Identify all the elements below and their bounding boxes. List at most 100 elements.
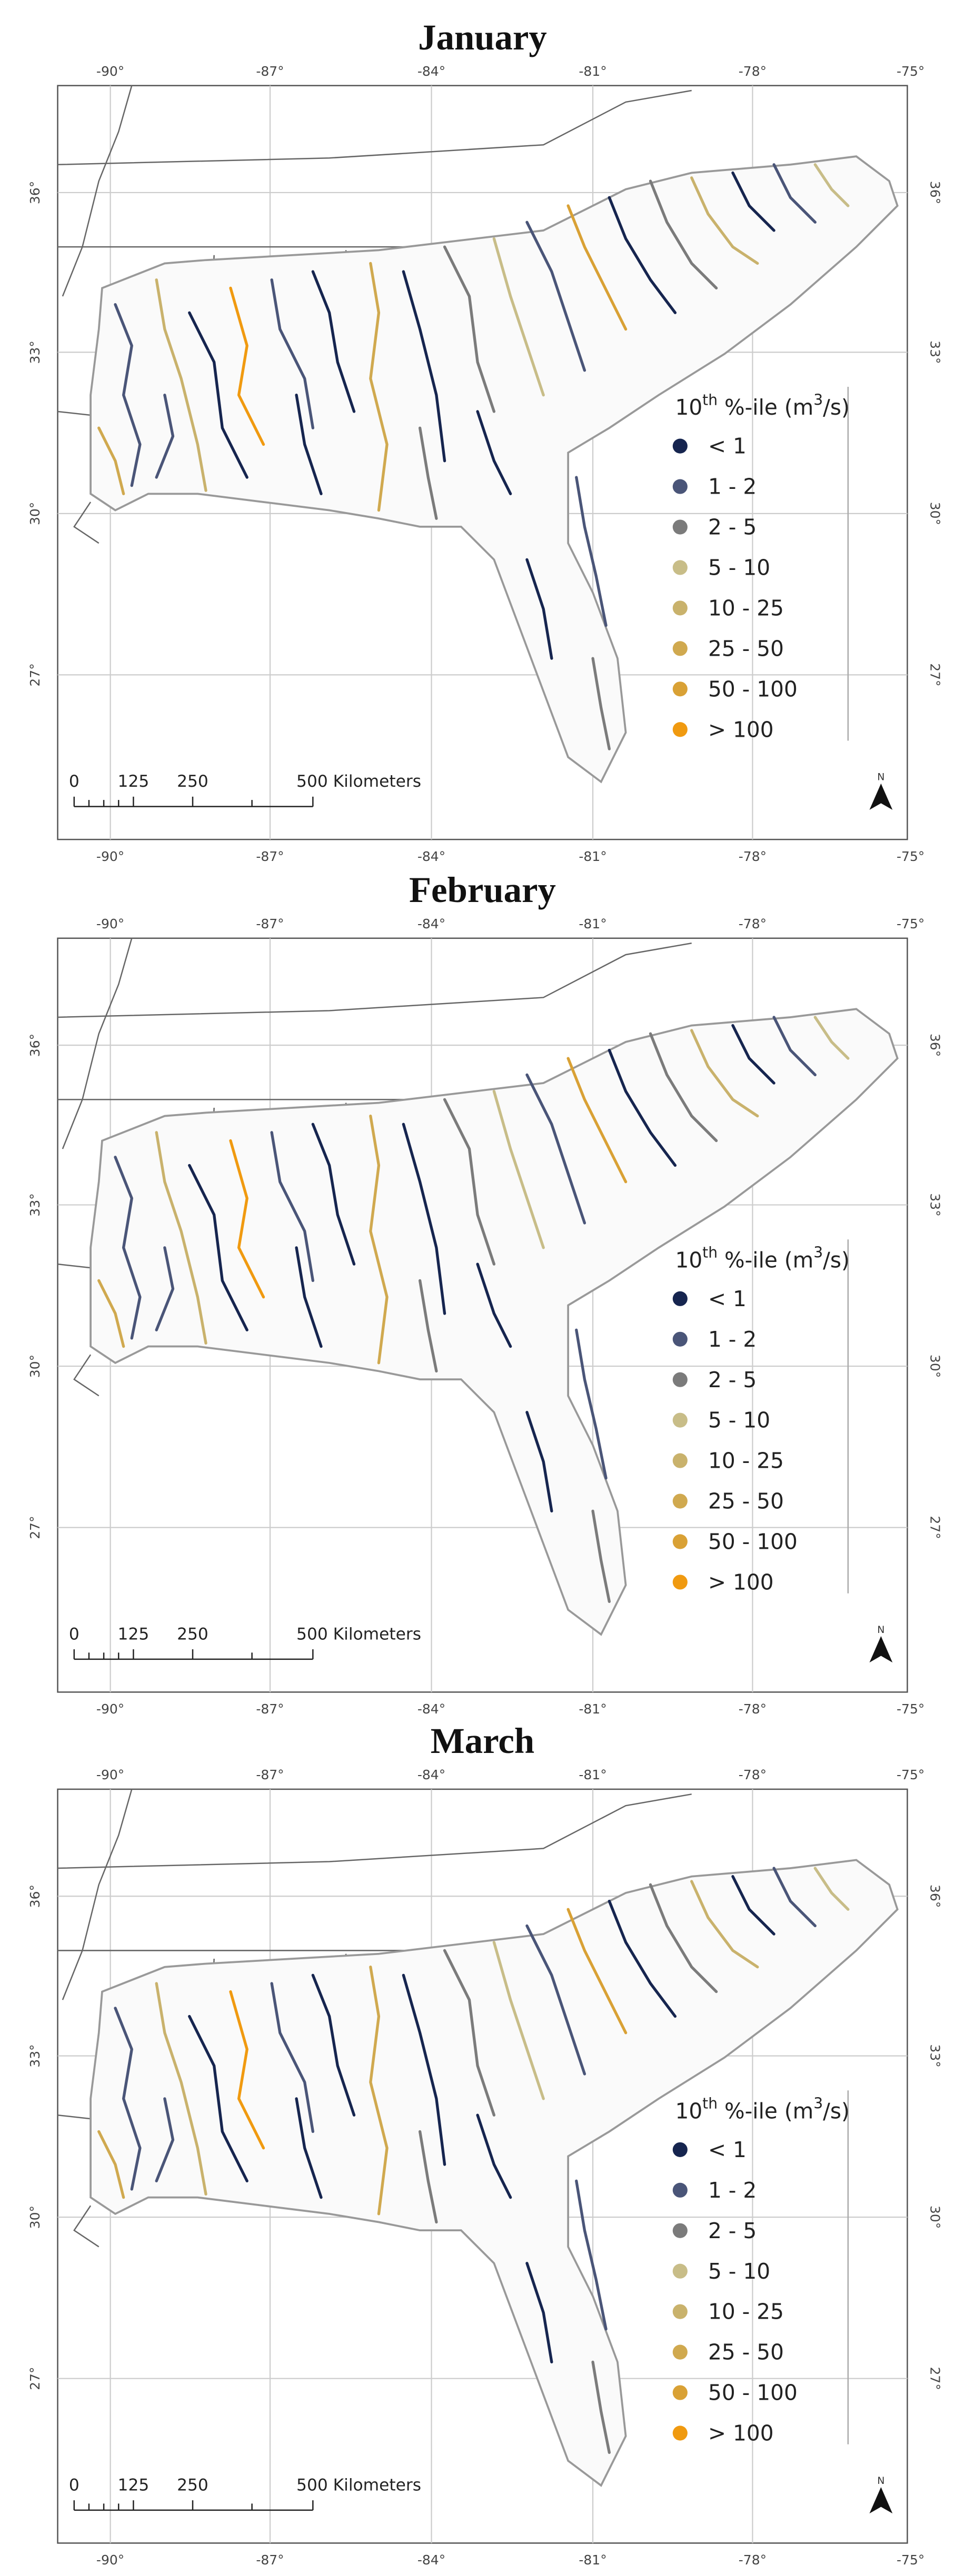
legend-label: 10 - 25 [708,2299,784,2324]
map-panel: February -90° -90° -87° -87° -84° -84° -81° -81°… [27,870,942,1717]
legend-label: 1 - 2 [708,1327,757,1352]
longitude-label: -81° [579,2552,606,2568]
scale-bar-label: 500 Kilometers [296,1625,421,1643]
legend-swatch [672,681,688,697]
latitude-label: 27° [927,2367,942,2390]
legend-swatch [672,2304,688,2319]
scale-bar-label: 250 [177,772,208,791]
legend-label: > 100 [708,1570,774,1595]
latitude-label: 33° [27,1193,43,1216]
longitude-label: -87° [256,1767,284,1782]
longitude-label: -87° [256,64,284,79]
legend-label: < 1 [708,1286,747,1311]
legend-swatch [672,560,688,575]
legend-label: 50 - 100 [708,1529,798,1555]
legend-label: 25 - 50 [708,1489,784,1514]
legend-swatch [672,1575,688,1590]
legend-label: 2 - 5 [708,1367,757,1392]
latitude-label: 30° [927,2206,942,2229]
scale-bar-label: 250 [177,1625,208,1643]
legend-label: > 100 [708,2421,774,2446]
latitude-label: 33° [927,2044,942,2067]
north-label: N [877,772,884,783]
legend-title-part: %-ile (m [718,1247,813,1272]
scale-bar-label: 250 [177,2475,208,2494]
latitude-label: 36° [927,1885,942,1908]
longitude-label: -78° [739,64,767,79]
legend-label: 50 - 100 [708,2380,798,2405]
longitude-label: -90° [96,64,124,79]
legend-title: 10th %-ile (m3/s) [675,1244,849,1273]
scale-bar-label: 0 [69,772,79,791]
longitude-label: -75° [897,849,924,864]
longitude-label: -75° [897,1767,924,1782]
legend-title: 10th %-ile (m3/s) [675,391,849,420]
legend-title-part: 10 [675,395,702,420]
longitude-label: -84° [417,849,445,864]
legend-title-part: %-ile (m [718,395,813,420]
legend-label: < 1 [708,2137,747,2162]
legend-swatch [672,519,688,535]
longitude-label: -90° [96,916,124,931]
legend-label: 5 - 10 [708,1408,770,1433]
latitude-label: 36° [27,181,43,204]
longitude-label: -84° [417,2552,445,2568]
latitude-label: 30° [27,1355,43,1378]
latitude-label: 27° [927,663,942,686]
legend-title-part: %-ile (m [718,2098,813,2123]
latitude-label: 36° [27,1885,43,1908]
scale-bar-label: 125 [118,2475,150,2494]
longitude-label: -81° [579,1701,606,1717]
legend-swatch [672,722,688,737]
longitude-label: -75° [897,2552,924,2568]
north-label: N [877,1625,884,1636]
legend-title-part: /s) [823,2098,850,2123]
longitude-label: -90° [96,1701,124,1717]
legend-swatch [672,2182,688,2198]
legend-swatch [672,1331,688,1347]
longitude-label: -75° [897,916,924,931]
scale-bar-label: 0 [69,1625,79,1643]
legend-swatch [672,1534,688,1549]
legend-swatch [672,479,688,494]
legend-swatch [672,2263,688,2279]
longitude-label: -78° [739,1767,767,1782]
legend-swatch [672,2142,688,2157]
latitude-label: 30° [927,502,942,525]
legend-swatch [672,2385,688,2400]
legend-swatch [672,2344,688,2360]
legend-swatch [672,1291,688,1306]
legend-title-part: 10 [675,1247,702,1272]
latitude-label: 33° [27,2044,43,2067]
scale-bar-label: 500 Kilometers [296,2475,421,2494]
map-panel: January -90° -90° -87° -87° -84° -84° -81° -81° -… [27,17,942,864]
legend-swatch [672,1453,688,1468]
longitude-label: -81° [579,916,606,931]
legend-swatch [672,2425,688,2441]
map-body [58,1789,908,2543]
longitude-label: -84° [417,1767,445,1782]
longitude-label: -87° [256,2552,284,2568]
legend-swatch [672,600,688,616]
legend-label: 10 - 25 [708,1448,784,1474]
legend-title: 10th %-ile (m3/s) [675,2095,849,2124]
longitude-label: -90° [96,1767,124,1782]
legend-label: 25 - 50 [708,2340,784,2365]
latitude-label: 30° [27,2206,43,2229]
legend-title-sup: 3 [813,2095,823,2112]
latitude-label: 36° [27,1034,43,1057]
legend-label: 2 - 5 [708,2218,757,2243]
panel-title: January [418,17,547,57]
legend-title-sup: th [702,1244,718,1261]
longitude-label: -81° [579,64,606,79]
longitude-label: -87° [256,849,284,864]
longitude-label: -84° [417,916,445,931]
legend-label: 5 - 10 [708,555,770,580]
legend-title-sup: 3 [813,391,823,408]
longitude-label: -90° [96,2552,124,2568]
latitude-label: 27° [27,1516,43,1539]
legend-label: 10 - 25 [708,595,784,620]
legend-label: 5 - 10 [708,2259,770,2284]
legend-label: > 100 [708,717,774,742]
